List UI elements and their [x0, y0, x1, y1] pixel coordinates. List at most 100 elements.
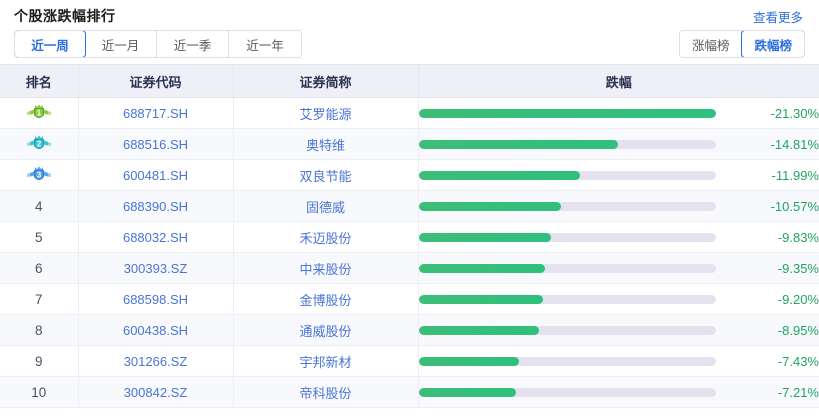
security-code-cell[interactable]: 688717.SH: [78, 97, 234, 129]
change-percent-value: -9.83%: [777, 229, 819, 245]
page-title: 个股涨跌幅排行: [14, 8, 116, 24]
bar-wrapper: -11.99%: [418, 167, 819, 183]
bar-fill: [418, 325, 540, 335]
bar-wrapper: -9.20%: [418, 292, 819, 307]
change-bar-cell: -9.20%: [418, 283, 819, 315]
security-name-cell[interactable]: 双良节能: [233, 159, 419, 191]
tab-period-month[interactable]: 近一月: [85, 31, 157, 57]
period-tab-group[interactable]: 近一周 近一月 近一季 近一年: [14, 30, 302, 58]
bar-wrapper: -21.30%: [418, 105, 819, 121]
rank-number: 7: [34, 291, 43, 307]
security-code-cell[interactable]: 688390.SH: [78, 190, 234, 222]
change-bar-cell: -9.35%: [418, 252, 819, 284]
top-bar: 个股涨跌幅排行 查看更多: [0, 0, 819, 30]
bar-wrapper: -14.81%: [418, 136, 819, 152]
rank-number-cell: 10: [0, 376, 79, 408]
rank-number-cell: 5: [0, 221, 79, 253]
bar-wrapper: -7.21%: [418, 384, 819, 400]
table-row[interactable]: 10 300842.SZ 帝科股份 -7.21%: [0, 376, 819, 408]
rank-number: 8: [34, 322, 43, 338]
rank-number: 10: [31, 384, 47, 400]
security-name-cell[interactable]: 奥特维: [233, 128, 419, 160]
bar-fill: [418, 356, 519, 366]
tab-losers-board[interactable]: 跌幅榜: [741, 31, 804, 57]
bar-wrapper: -7.43%: [418, 354, 819, 369]
bar-track: [418, 232, 716, 242]
table-row[interactable]: 2 688516.SH 奥特维 -14.81%: [0, 128, 819, 160]
rank-number: 5: [34, 229, 43, 245]
tab-gainers-board[interactable]: 涨幅榜: [679, 31, 743, 57]
table-body: 1 688717.SH 艾罗能源 -21.30% 2 688516.SH 奥特维 -14.81…: [0, 97, 819, 408]
bar-fill: [418, 263, 545, 273]
bar-fill: [418, 232, 552, 242]
table-row[interactable]: 3 600481.SH 双良节能 -11.99%: [0, 159, 819, 191]
bar-fill: [418, 294, 543, 304]
bar-wrapper: -9.35%: [418, 261, 819, 276]
rank-number-cell: 4: [0, 190, 79, 222]
bar-track: [418, 139, 716, 149]
security-code-cell[interactable]: 301266.SZ: [78, 345, 234, 377]
bar-track: [418, 108, 716, 118]
security-name-cell[interactable]: 帝科股份: [233, 376, 419, 408]
svg-text:3: 3: [37, 170, 42, 179]
tab-period-week[interactable]: 近一周: [15, 31, 86, 57]
security-name-cell[interactable]: 固德威: [233, 190, 419, 222]
security-code-cell[interactable]: 688598.SH: [78, 283, 234, 315]
table-row[interactable]: 9 301266.SZ 宇邦新材 -7.43%: [0, 345, 819, 377]
change-bar-cell: -8.95%: [418, 314, 819, 346]
security-code-cell[interactable]: 688516.SH: [78, 128, 234, 160]
change-bar-cell: -7.43%: [418, 345, 819, 377]
table-row[interactable]: 7 688598.SH 金博股份 -9.20%: [0, 283, 819, 315]
security-name-cell[interactable]: 金博股份: [233, 283, 419, 315]
bar-track: [418, 263, 716, 273]
bar-fill: [418, 139, 619, 149]
column-header-code: 证券代码: [78, 64, 234, 98]
bar-track: [418, 356, 716, 366]
tab-period-quarter[interactable]: 近一季: [157, 31, 229, 57]
change-bar-cell: -10.57%: [418, 190, 819, 222]
rank-number: 9: [34, 353, 43, 369]
security-code-cell[interactable]: 688032.SH: [78, 221, 234, 253]
medal-bronze-blue-icon: 3: [26, 165, 52, 185]
bar-fill: [418, 108, 716, 118]
security-name-cell[interactable]: 艾罗能源: [233, 97, 419, 129]
security-code-cell[interactable]: 600481.SH: [78, 159, 234, 191]
bar-track: [418, 325, 716, 335]
column-header-rank: 排名: [0, 64, 79, 98]
change-percent-value: -11.99%: [771, 167, 819, 183]
rank-medal-cell: 3: [0, 159, 79, 191]
change-bar-cell: -7.21%: [418, 376, 819, 408]
bar-wrapper: -10.57%: [418, 198, 819, 214]
security-name-cell[interactable]: 中来股份: [233, 252, 419, 284]
bar-wrapper: -8.95%: [418, 323, 819, 338]
security-code-cell[interactable]: 600438.SH: [78, 314, 234, 346]
table-row[interactable]: 4 688390.SH 固德威 -10.57%: [0, 190, 819, 222]
change-bar-cell: -21.30%: [418, 97, 819, 129]
change-bar-cell: -11.99%: [418, 159, 819, 191]
security-name-cell[interactable]: 通威股份: [233, 314, 419, 346]
tab-period-year[interactable]: 近一年: [229, 31, 301, 57]
rank-number-cell: 8: [0, 314, 79, 346]
rank-number: 6: [34, 260, 43, 276]
security-code-cell[interactable]: 300393.SZ: [78, 252, 234, 284]
table-header: 排名 证券代码 证券简称 跌幅: [0, 64, 819, 98]
table-row[interactable]: 6 300393.SZ 中来股份 -9.35%: [0, 252, 819, 284]
bar-track: [418, 387, 716, 397]
view-more-link[interactable]: 查看更多: [752, 11, 803, 25]
column-header-name: 证券简称: [233, 64, 419, 98]
rank-medal-cell: 1: [0, 97, 79, 129]
change-percent-value: -14.81%: [770, 136, 819, 152]
table-row[interactable]: 5 688032.SH 禾迈股份 -9.83%: [0, 221, 819, 253]
medal-gold-green-icon: 1: [26, 103, 52, 123]
change-percent-value: -10.57%: [770, 198, 819, 214]
bar-fill: [418, 387, 516, 397]
change-percent-value: -21.30%: [770, 105, 819, 121]
security-name-cell[interactable]: 宇邦新材: [233, 345, 419, 377]
change-percent-value: -7.21%: [777, 384, 819, 400]
security-code-cell[interactable]: 300842.SZ: [78, 376, 234, 408]
security-name-cell[interactable]: 禾迈股份: [233, 221, 419, 253]
table-row[interactable]: 8 600438.SH 通威股份 -8.95%: [0, 314, 819, 346]
board-tab-group[interactable]: 涨幅榜 跌幅榜: [678, 30, 805, 58]
bar-wrapper: -9.83%: [418, 229, 819, 245]
table-row[interactable]: 1 688717.SH 艾罗能源 -21.30%: [0, 97, 819, 129]
